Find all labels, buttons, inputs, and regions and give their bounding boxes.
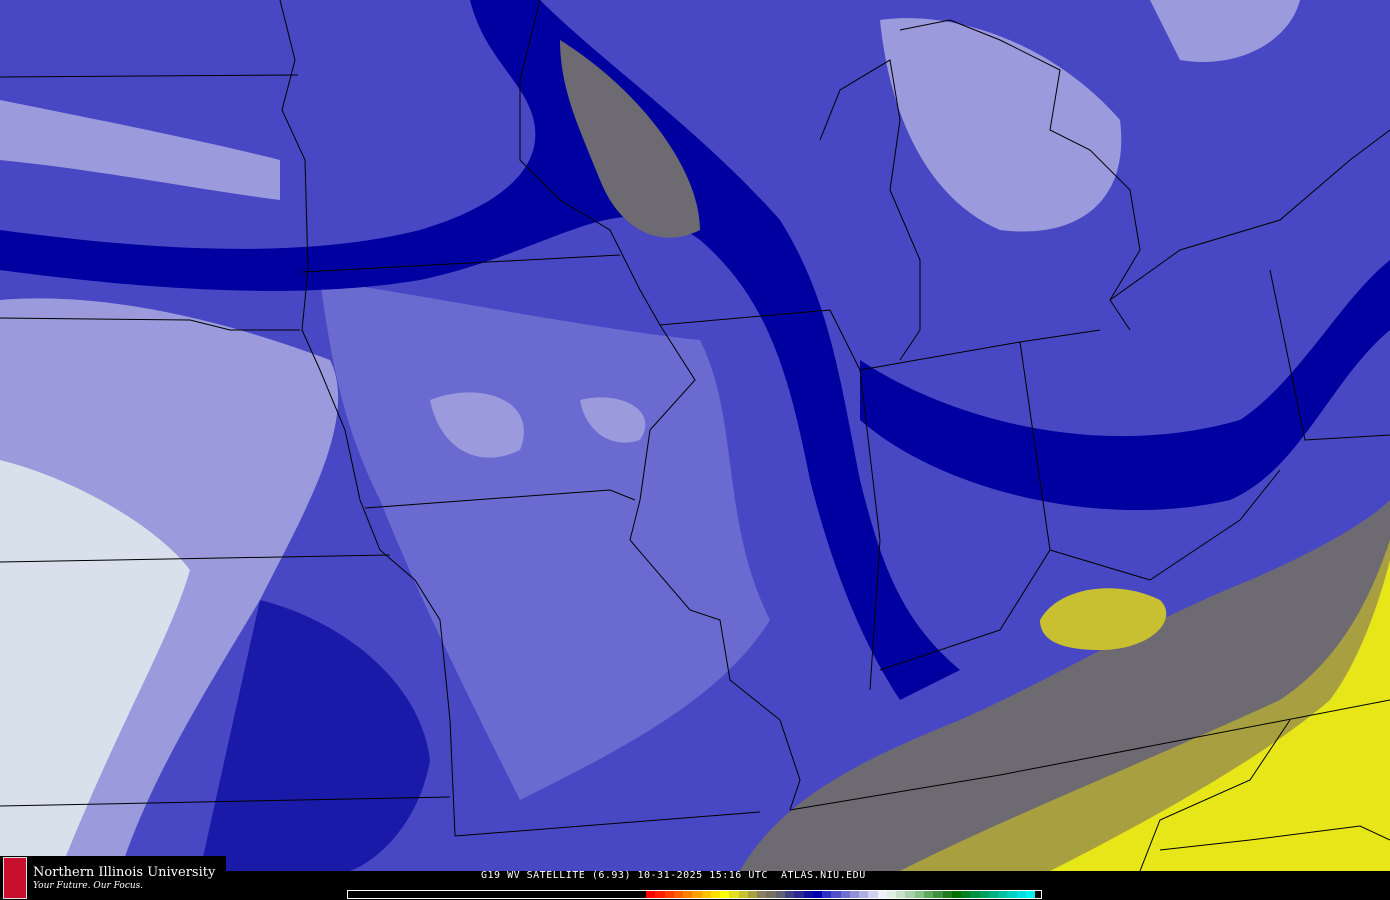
colorbar-swatch xyxy=(868,891,878,898)
colorbar-swatch xyxy=(803,891,813,898)
colorbar-swatch xyxy=(1016,891,1026,898)
colorbar-swatch xyxy=(655,891,665,898)
niu-logo: Northern Illinois University Your Future… xyxy=(0,856,226,900)
colorbar-swatch xyxy=(664,891,674,898)
colorbar-swatch xyxy=(794,891,804,898)
colorbar-swatch xyxy=(747,891,758,898)
dark-band-north xyxy=(0,0,960,700)
logo-name: Northern Illinois University xyxy=(33,864,216,880)
colorbar-swatch xyxy=(886,891,897,898)
colorbar-swatch xyxy=(998,891,1008,898)
pale-region-michigan xyxy=(880,0,1300,232)
white-region-west xyxy=(0,460,190,871)
state-borders xyxy=(0,0,1390,871)
light-region-central xyxy=(320,280,770,800)
colorbar-end xyxy=(1035,891,1041,898)
colorbar-swatch xyxy=(942,891,952,898)
dark-band-great-lakes xyxy=(860,260,1390,511)
colorbar-swatch xyxy=(859,891,869,898)
colorbar-swatch xyxy=(646,891,656,898)
gray-band-dry-slot xyxy=(560,40,700,238)
logo-tagline: Your Future. Our Focus. xyxy=(33,880,144,891)
colorbar-swatch xyxy=(757,891,767,898)
water-vapor-map xyxy=(0,0,1390,871)
lavender-patches xyxy=(0,100,646,458)
niu-shield-icon xyxy=(3,857,27,899)
colorbar-swatch xyxy=(692,891,702,898)
dark-region-southwest xyxy=(200,600,430,871)
image-caption: G19 WV SATELLITE (6.93) 10-31-2025 15:16… xyxy=(481,870,866,881)
colorbar-swatch xyxy=(988,891,999,898)
colorbar-legend xyxy=(347,890,1042,899)
colorbar-swatch xyxy=(738,891,748,898)
colorbar-swatch xyxy=(1025,891,1036,898)
colorbar-swatch xyxy=(849,891,860,898)
colorbar-swatch xyxy=(970,891,980,898)
colorbar-swatch xyxy=(979,891,989,898)
colorbar-swatch xyxy=(766,891,776,898)
colorbar-swatch xyxy=(905,891,915,898)
colorbar-swatch xyxy=(923,891,934,898)
colorbar-swatch xyxy=(951,891,962,898)
colorbar-blank xyxy=(348,891,646,898)
colorbar-swatch xyxy=(701,891,711,898)
colorbar-swatch xyxy=(896,891,906,898)
colorbar-swatch xyxy=(840,891,850,898)
logo-text: Northern Illinois University Your Future… xyxy=(33,865,215,892)
colorbar-swatch xyxy=(831,891,841,898)
colorbar-swatch xyxy=(729,891,739,898)
colorbar-swatch xyxy=(673,891,684,898)
colorbar-swatch xyxy=(933,891,943,898)
colorbar-swatch xyxy=(812,891,823,898)
colorbar-swatch xyxy=(710,891,721,898)
colorbar-swatch xyxy=(877,891,887,898)
olive-swirl-kentucky xyxy=(1040,588,1167,650)
colorbar-swatch xyxy=(720,891,730,898)
colorbar-swatch xyxy=(775,891,785,898)
colorbar-swatch xyxy=(784,891,795,898)
colorbar-swatch xyxy=(1007,891,1017,898)
colorbar-swatch xyxy=(683,891,693,898)
colorbar-swatch xyxy=(961,891,971,898)
yellow-region-southeast xyxy=(1050,560,1390,871)
colorbar-swatch xyxy=(914,891,924,898)
colorbar-swatch xyxy=(822,891,832,898)
